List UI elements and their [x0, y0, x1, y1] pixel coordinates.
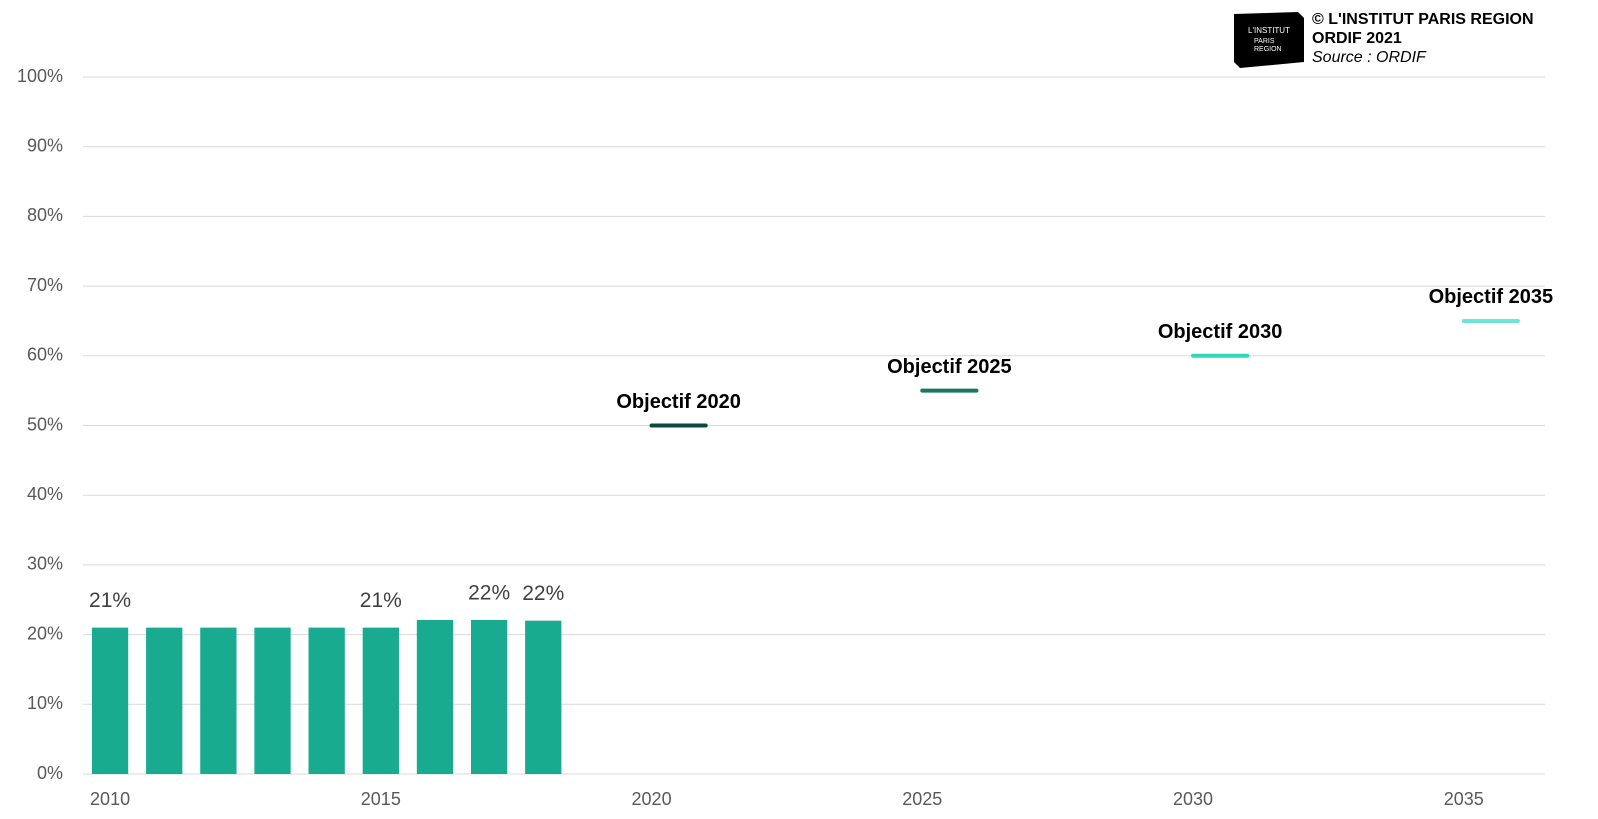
bar [416, 619, 454, 774]
y-tick-label: 80% [27, 205, 63, 225]
x-tick-label: 2010 [90, 789, 130, 809]
bar [525, 620, 562, 774]
bar [146, 627, 183, 774]
objective-label: Objectif 2025 [887, 356, 1012, 378]
x-tick-label: 2025 [902, 789, 942, 809]
bar [91, 627, 129, 774]
y-tick-label: 0% [37, 763, 63, 783]
y-tick-label: 40% [27, 484, 63, 504]
y-tick-label: 30% [27, 554, 63, 574]
y-tick-label: 60% [27, 345, 63, 365]
objective-label: Objectif 2035 [1429, 286, 1554, 308]
bar [470, 619, 508, 774]
x-tick-label: 2015 [361, 789, 401, 809]
x-tick-label: 2030 [1173, 789, 1213, 809]
y-tick-label: 20% [27, 623, 63, 643]
x-tick-label: 2020 [632, 789, 672, 809]
bar [200, 627, 237, 774]
logo-text: L'INSTITUT [1248, 26, 1290, 35]
y-tick-label: 100% [17, 66, 63, 86]
logo [1234, 12, 1304, 68]
y-tick-label: 10% [27, 693, 63, 713]
value-label: 22% [522, 582, 564, 605]
y-tick-label: 70% [27, 275, 63, 295]
bar [362, 627, 399, 774]
objective-label: Objectif 2020 [616, 391, 741, 413]
source: Source : ORDIF [1312, 49, 1427, 66]
value-label: 22% [468, 582, 510, 605]
x-tick-label: 2035 [1444, 789, 1484, 809]
bar [308, 627, 345, 774]
y-tick-label: 90% [27, 135, 63, 155]
credit: ORDIF 2021 [1312, 30, 1402, 47]
credit: © L'INSTITUT PARIS REGION [1312, 11, 1534, 28]
value-label: 21% [89, 589, 131, 612]
y-tick-label: 50% [27, 414, 63, 434]
value-label: 21% [360, 589, 402, 612]
logo-text: REGION [1254, 46, 1282, 53]
objective-label: Objectif 2030 [1158, 321, 1283, 343]
logo-text: PARIS [1254, 38, 1275, 45]
bar [254, 627, 291, 774]
